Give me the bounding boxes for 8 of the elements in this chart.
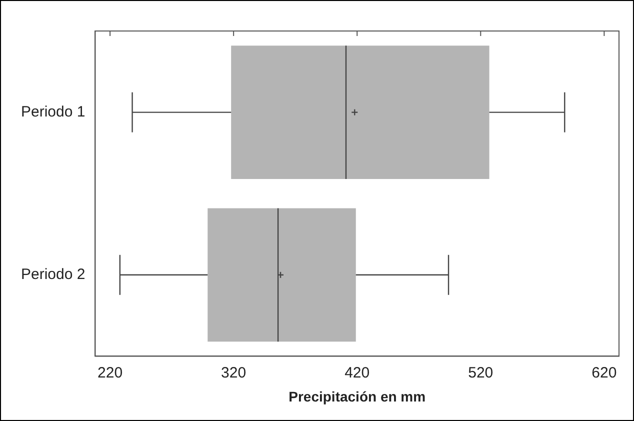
x-tick-label: 520 [468, 364, 494, 382]
x-tick-label: 620 [592, 364, 617, 382]
x-tick-label: 320 [221, 364, 246, 382]
x-tick-label: 220 [98, 364, 123, 382]
x-axis-title: Precipitación en mm [288, 388, 426, 404]
y-tick-label: Periodo 1 [20, 103, 86, 120]
y-tick-label: Periodo 2 [20, 266, 86, 284]
x-tick-label: 420 [344, 364, 370, 382]
